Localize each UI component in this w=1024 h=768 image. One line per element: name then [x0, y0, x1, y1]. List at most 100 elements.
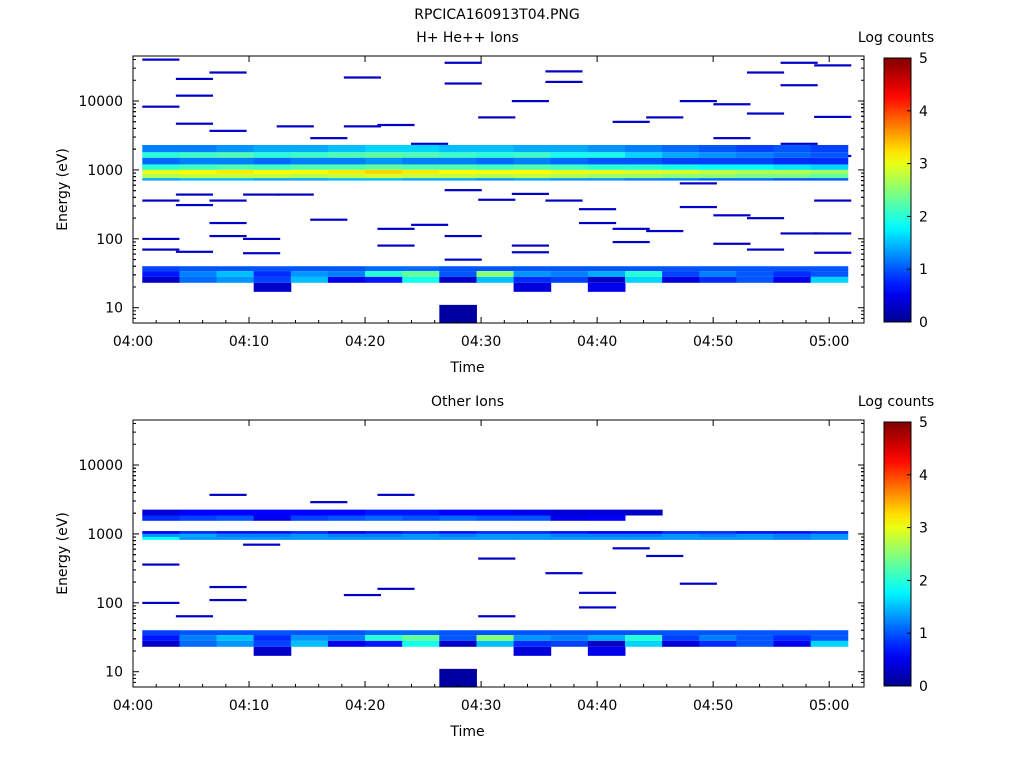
count-cell — [587, 531, 626, 534]
count-cell — [402, 157, 440, 165]
count-line — [444, 234, 482, 238]
count-cell — [773, 533, 812, 538]
count-cell — [513, 271, 552, 277]
count-line — [579, 591, 617, 594]
count-line — [814, 251, 852, 254]
count-cell — [253, 169, 292, 175]
count-cell — [216, 169, 255, 175]
plot-frame — [132, 55, 865, 324]
count-cell — [624, 152, 663, 158]
count-cell — [439, 178, 477, 181]
count-line — [243, 237, 281, 241]
count-cell — [216, 640, 255, 647]
count-cell — [142, 531, 180, 534]
y-tick-label: 1000 — [87, 163, 123, 179]
count-line — [343, 593, 381, 597]
count-cell — [587, 144, 626, 153]
count-cell — [142, 266, 180, 272]
count-cell — [327, 630, 366, 636]
count-line — [612, 240, 650, 244]
count-cell — [699, 152, 737, 158]
count-cell — [402, 537, 440, 540]
count-cell — [662, 178, 700, 181]
count-line — [444, 61, 482, 64]
count-cell — [699, 640, 737, 647]
count-cell — [699, 635, 737, 641]
count-cell — [439, 515, 477, 521]
count-cell — [253, 635, 292, 641]
count-cell — [810, 276, 849, 283]
count-line — [646, 116, 684, 119]
count-cell — [773, 640, 812, 647]
count-line — [209, 199, 247, 202]
count-cell — [662, 169, 700, 175]
count-line — [545, 70, 583, 73]
count-line — [646, 554, 684, 558]
count-cell — [513, 640, 552, 647]
count-cell — [179, 630, 218, 636]
count-line — [478, 198, 516, 201]
count-cell — [587, 276, 626, 283]
count-line — [679, 100, 717, 103]
count-line — [545, 199, 583, 202]
count-line — [511, 244, 549, 247]
count-cell — [773, 537, 812, 540]
count-cell — [290, 531, 329, 534]
count-line — [142, 199, 180, 202]
count-cell — [253, 630, 292, 636]
count-cell — [439, 668, 477, 687]
count-cell — [402, 178, 440, 181]
count-bands — [142, 509, 849, 687]
count-cell — [550, 164, 589, 170]
count-line — [612, 547, 650, 550]
count-line — [377, 244, 415, 247]
colorbar-tick-label: 5 — [919, 415, 928, 431]
count-line — [511, 100, 549, 103]
count-line — [276, 125, 314, 128]
y-tick-label: 10000 — [78, 94, 123, 110]
count-cell — [810, 537, 849, 540]
count-cell — [587, 169, 626, 175]
count-cell — [439, 531, 477, 534]
count-line — [713, 137, 751, 140]
count-cell — [327, 537, 366, 540]
x-tick-label: 04:10 — [229, 334, 269, 350]
count-cell — [736, 635, 774, 641]
count-line — [814, 64, 852, 67]
count-cell — [736, 533, 774, 538]
count-cell — [142, 630, 180, 636]
count-cell — [699, 266, 737, 272]
x-tick-label: 04:00 — [113, 698, 153, 714]
count-cell — [253, 152, 292, 158]
count-cell — [662, 174, 700, 179]
count-cell — [736, 152, 774, 158]
count-cell — [253, 276, 292, 283]
plot-area — [133, 420, 864, 687]
count-cell — [624, 169, 663, 175]
count-cell — [550, 144, 589, 153]
count-line — [377, 587, 415, 590]
count-cell — [624, 630, 663, 636]
count-line — [142, 58, 180, 61]
count-cell — [439, 266, 477, 272]
count-cell — [773, 144, 812, 153]
count-line — [679, 205, 717, 209]
count-cell — [736, 144, 774, 153]
count-cell — [365, 144, 403, 153]
count-cell — [253, 509, 292, 516]
count-line — [746, 71, 785, 74]
sparse-counts — [142, 58, 852, 261]
count-line — [579, 221, 617, 225]
x-tick-label: 04:00 — [113, 334, 153, 350]
count-cell — [662, 533, 700, 538]
count-line — [579, 208, 617, 211]
count-cell — [327, 164, 366, 170]
count-cell — [402, 630, 440, 636]
count-cell — [587, 635, 626, 641]
count-cell — [810, 531, 849, 534]
count-cell — [699, 271, 737, 277]
count-cell — [810, 630, 849, 636]
count-line — [444, 189, 482, 192]
count-cell — [179, 509, 218, 516]
